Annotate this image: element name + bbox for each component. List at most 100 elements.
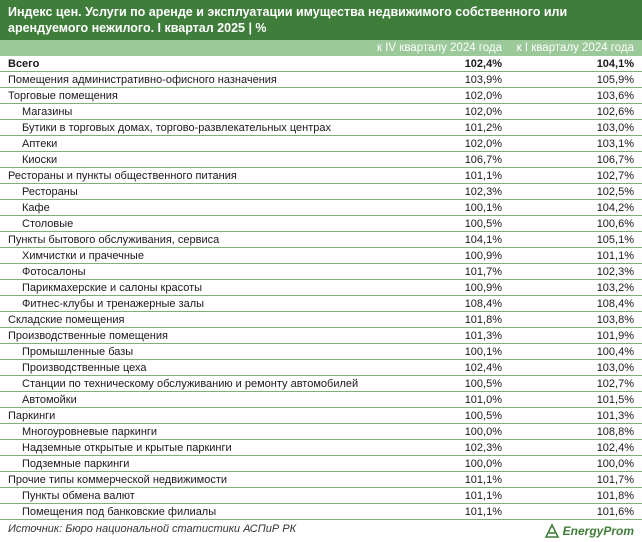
row-label: Рестораны и пункты общественного питания	[8, 170, 237, 182]
brand-name: EnergyProm	[562, 524, 634, 538]
table-row: Рестораны и пункты общественного питания…	[0, 168, 642, 184]
row-value-q4-2024: 102,4%	[464, 58, 502, 70]
table-row: Производственные цеха 102,4% 103,0%	[0, 360, 642, 376]
table-row: Подземные паркинги 100,0% 100,0%	[0, 456, 642, 472]
row-label: Столовые	[22, 218, 74, 230]
row-value-q4-2024: 100,5%	[464, 218, 502, 230]
row-label: Производственные цеха	[22, 362, 147, 374]
row-value-q4-2024: 101,8%	[464, 314, 502, 326]
row-value-q4-2024: 101,0%	[464, 394, 502, 406]
table-row: Магазины 102,0% 102,6%	[0, 104, 642, 120]
row-label: Паркинги	[8, 410, 56, 422]
row-value-q1-2024: 104,1%	[596, 58, 634, 70]
row-value-q1-2024: 102,5%	[596, 186, 634, 198]
row-value-q1-2024: 101,5%	[596, 394, 634, 406]
row-value-q4-2024: 101,2%	[464, 122, 502, 134]
row-label: Помещения административно-офисного назна…	[8, 74, 277, 86]
table-row: Столовые 100,5% 100,6%	[0, 216, 642, 232]
row-value-q1-2024: 103,0%	[596, 362, 634, 374]
row-value-q4-2024: 100,5%	[464, 378, 502, 390]
column-header-q4-2024: к IV кварталу 2024 года	[377, 42, 502, 54]
row-label: Рестораны	[22, 186, 78, 198]
table-row: Производственные помещения 101,3% 101,9%	[0, 328, 642, 344]
row-value-q4-2024: 102,3%	[464, 186, 502, 198]
row-value-q4-2024: 102,0%	[464, 106, 502, 118]
row-label: Фитнес-клубы и тренажерные залы	[22, 298, 205, 310]
table-row: Автомойки 101,0% 101,5%	[0, 392, 642, 408]
row-label: Производственные помещения	[8, 330, 168, 342]
table-row: Киоски 106,7% 106,7%	[0, 152, 642, 168]
row-value-q1-2024: 101,3%	[596, 410, 634, 422]
row-value-q1-2024: 103,6%	[596, 90, 634, 102]
row-value-q1-2024: 108,8%	[596, 426, 634, 438]
table-row: Бутики в торговых домах, торгово-развлек…	[0, 120, 642, 136]
row-value-q1-2024: 105,9%	[596, 74, 634, 86]
table-row: Прочие типы коммерческой недвижимости 101…	[0, 472, 642, 488]
table-row: Рестораны 102,3% 102,5%	[0, 184, 642, 200]
row-label: Фотосалоны	[22, 266, 86, 278]
table-row: Помещения административно-офисного назна…	[0, 72, 642, 88]
row-value-q1-2024: 103,0%	[596, 122, 634, 134]
row-value-q1-2024: 101,9%	[596, 330, 634, 342]
row-value-q4-2024: 100,1%	[464, 346, 502, 358]
row-label: Прочие типы коммерческой недвижимости	[8, 474, 228, 486]
row-value-q4-2024: 102,3%	[464, 442, 502, 454]
row-value-q4-2024: 102,0%	[464, 90, 502, 102]
row-value-q4-2024: 102,0%	[464, 138, 502, 150]
row-label: Подземные паркинги	[22, 458, 130, 470]
table-title: Индекс цен. Услуги по аренде и эксплуата…	[0, 0, 642, 40]
brand-logo: EnergyProm	[544, 522, 634, 540]
table-row: Пункты обмена валют 101,1% 101,8%	[0, 488, 642, 504]
row-value-q1-2024: 104,2%	[596, 202, 634, 214]
table-row: Надземные открытые и крытые паркинги 102,…	[0, 440, 642, 456]
table-row: Торговые помещения 102,0% 103,6%	[0, 88, 642, 104]
row-label: Складские помещения	[8, 314, 125, 326]
table-row: Парикмахерские и салоны красоты 100,9% 103…	[0, 280, 642, 296]
row-value-q1-2024: 100,0%	[596, 458, 634, 470]
row-label: Многоуровневые паркинги	[22, 426, 158, 438]
row-label: Автомойки	[22, 394, 77, 406]
row-value-q4-2024: 101,1%	[464, 506, 502, 518]
row-label: Магазины	[22, 106, 73, 118]
row-label: Бутики в торговых домах, торгово-развлек…	[22, 122, 331, 134]
row-value-q1-2024: 102,6%	[596, 106, 634, 118]
row-label: Пункты обмена валют	[22, 490, 135, 502]
row-value-q1-2024: 101,6%	[596, 506, 634, 518]
row-value-q4-2024: 104,1%	[464, 234, 502, 246]
row-value-q1-2024: 102,3%	[596, 266, 634, 278]
row-value-q1-2024: 101,7%	[596, 474, 634, 486]
row-value-q4-2024: 102,4%	[464, 362, 502, 374]
row-value-q4-2024: 101,3%	[464, 330, 502, 342]
row-value-q1-2024: 100,4%	[596, 346, 634, 358]
energyprom-logo-icon	[544, 523, 559, 538]
row-value-q1-2024: 102,7%	[596, 378, 634, 390]
table-row: Аптеки 102,0% 103,1%	[0, 136, 642, 152]
row-value-q1-2024: 102,4%	[596, 442, 634, 454]
table-row: Станции по техническому обслуживанию и р…	[0, 376, 642, 392]
row-value-q4-2024: 100,0%	[464, 426, 502, 438]
table-row: Многоуровневые паркинги 100,0% 108,8%	[0, 424, 642, 440]
row-label: Промышленные базы	[22, 346, 134, 358]
row-value-q4-2024: 100,9%	[464, 250, 502, 262]
row-label: Надземные открытые и крытые паркинги	[22, 442, 232, 454]
table-row: Помещения под банковские филиалы 101,1% 10…	[0, 504, 642, 520]
table-row: Паркинги 100,5% 101,3%	[0, 408, 642, 424]
row-value-q4-2024: 100,0%	[464, 458, 502, 470]
table-row: Складские помещения 101,8% 103,8%	[0, 312, 642, 328]
row-value-q1-2024: 103,1%	[596, 138, 634, 150]
table-row: Фитнес-клубы и тренажерные залы 108,4% 108…	[0, 296, 642, 312]
column-header-q1-2024: к I кварталу 2024 года	[516, 42, 634, 54]
source-note: Источник: Бюро национальной статистики А…	[8, 523, 297, 535]
row-label: Всего	[8, 58, 40, 70]
row-label: Киоски	[22, 154, 58, 166]
row-value-q4-2024: 106,7%	[464, 154, 502, 166]
row-value-q1-2024: 101,8%	[596, 490, 634, 502]
table-row: Всего 102,4% 104,1%	[0, 56, 642, 72]
footer: Источник: Бюро национальной статистики А…	[0, 518, 642, 542]
row-value-q1-2024: 105,1%	[596, 234, 634, 246]
table-row: Фотосалоны 101,7% 102,3%	[0, 264, 642, 280]
row-value-q4-2024: 101,1%	[464, 170, 502, 182]
row-value-q4-2024: 108,4%	[464, 298, 502, 310]
row-label: Кафе	[22, 202, 50, 214]
row-value-q4-2024: 100,9%	[464, 282, 502, 294]
